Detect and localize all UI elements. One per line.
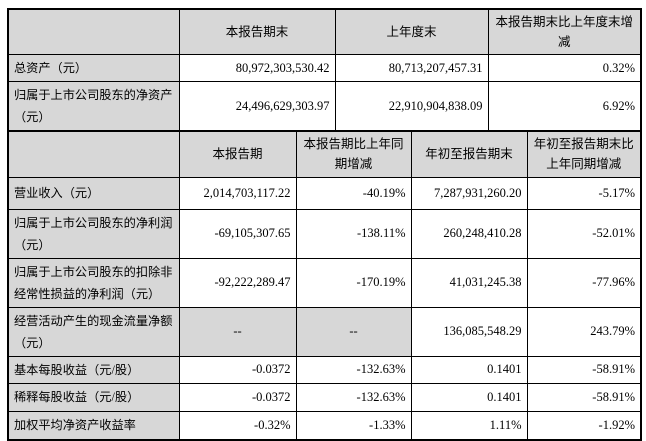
operating-cash-flow-yoy: --	[295, 306, 412, 357]
total-assets-prior-year-end: 80,713,207,457.31	[334, 54, 489, 82]
weighted-avg-roe-current: -0.32%	[178, 410, 297, 441]
financial-report-key-figures: 本报告期末 上年度末 本报告期末比上年度末增减 总资产（元） 80,972,30…	[7, 8, 642, 441]
net-assets-period-end: 24,496,629,303.97	[178, 81, 336, 132]
weighted-avg-roe-ytd: 1.11%	[410, 410, 528, 441]
table-row-diluted-eps: 稀释每股收益（元/股） -0.0372 -132.63% 0.1401 -58.…	[7, 382, 642, 412]
performance-corner-cell	[7, 130, 180, 178]
deducted-net-profit-current: -92,222,289.47	[178, 257, 297, 308]
net-assets-prior-year-end: 22,910,904,838.09	[334, 81, 489, 132]
col-header-period-end: 本报告期末	[178, 8, 336, 55]
table-row-total-assets: 总资产（元） 80,972,303,530.42 80,713,207,457.…	[7, 54, 642, 82]
net-profit-ytd: 260,248,410.28	[410, 208, 528, 259]
operating-cash-flow-ytd-yoy: 243.79%	[526, 306, 642, 357]
deducted-net-profit-yoy: -170.19%	[295, 257, 412, 308]
table-row-net-assets: 归属于上市公司股东的净资产（元） 24,496,629,303.97 22,91…	[7, 81, 642, 132]
balance-corner-cell	[7, 8, 180, 55]
row-label-net-profit: 归属于上市公司股东的净利润（元）	[7, 208, 180, 259]
diluted-eps-ytd-yoy: -58.91%	[526, 382, 642, 412]
table-row-deducted-net-profit: 归属于上市公司股东的扣除非经常性损益的净利润（元） -92,222,289.47…	[7, 257, 642, 308]
col-header-year-to-date-yoy-change: 年初至报告期末比上年同期增减	[526, 130, 642, 178]
net-profit-ytd-yoy: -52.01%	[526, 208, 642, 259]
total-assets-change: 0.32%	[487, 54, 642, 82]
row-label-diluted-eps: 稀释每股收益（元/股）	[7, 382, 180, 412]
table-row-basic-eps: 基本每股收益（元/股） -0.0372 -132.63% 0.1401 -58.…	[7, 355, 642, 384]
table-row-operating-cash-flow: 经营活动产生的现金流量净额（元） -- -- 136,085,548.29 24…	[7, 306, 642, 357]
row-label-basic-eps: 基本每股收益（元/股）	[7, 355, 180, 384]
operating-cash-flow-current: --	[178, 306, 297, 357]
basic-eps-yoy: -132.63%	[295, 355, 412, 384]
operating-revenue-ytd: 7,287,931,260.20	[410, 176, 528, 210]
col-header-year-to-date: 年初至报告期末	[410, 130, 528, 178]
operating-revenue-yoy: -40.19%	[295, 176, 412, 210]
col-header-current-period-yoy-change: 本报告期比上年同期增减	[295, 130, 412, 178]
col-header-current-period: 本报告期	[178, 130, 297, 178]
diluted-eps-current: -0.0372	[178, 382, 297, 412]
diluted-eps-ytd: 0.1401	[410, 382, 528, 412]
net-profit-yoy: -138.11%	[295, 208, 412, 259]
row-label-operating-cash-flow: 经营活动产生的现金流量净额（元）	[7, 306, 180, 357]
weighted-avg-roe-yoy: -1.33%	[295, 410, 412, 441]
row-label-weighted-avg-roe: 加权平均净资产收益率	[7, 410, 180, 441]
table-row-operating-revenue: 营业收入（元） 2,014,703,117.22 -40.19% 7,287,9…	[7, 176, 642, 210]
row-label-operating-revenue: 营业收入（元）	[7, 176, 180, 210]
diluted-eps-yoy: -132.63%	[295, 382, 412, 412]
performance-header-row: 本报告期 本报告期比上年同期增减 年初至报告期末 年初至报告期末比上年同期增减	[7, 130, 642, 178]
net-assets-change: 6.92%	[487, 81, 642, 132]
basic-eps-ytd: 0.1401	[410, 355, 528, 384]
net-profit-current: -69,105,307.65	[178, 208, 297, 259]
table-row-weighted-avg-roe: 加权平均净资产收益率 -0.32% -1.33% 1.11% -1.92%	[7, 410, 642, 441]
basic-eps-current: -0.0372	[178, 355, 297, 384]
col-header-change-vs-prior-year-end: 本报告期末比上年度末增减	[487, 8, 642, 55]
performance-table: 本报告期 本报告期比上年同期增减 年初至报告期末 年初至报告期末比上年同期增减 …	[7, 130, 642, 441]
row-label-total-assets: 总资产（元）	[7, 54, 180, 82]
col-header-prior-year-end: 上年度末	[334, 8, 489, 55]
balance-table: 本报告期末 上年度末 本报告期末比上年度末增减 总资产（元） 80,972,30…	[7, 8, 642, 132]
basic-eps-ytd-yoy: -58.91%	[526, 355, 642, 384]
deducted-net-profit-ytd: 41,031,245.38	[410, 257, 528, 308]
row-label-net-assets: 归属于上市公司股东的净资产（元）	[7, 81, 180, 132]
operating-revenue-current: 2,014,703,117.22	[178, 176, 297, 210]
row-label-deducted-net-profit: 归属于上市公司股东的扣除非经常性损益的净利润（元）	[7, 257, 180, 308]
total-assets-period-end: 80,972,303,530.42	[178, 54, 336, 82]
table-row-net-profit: 归属于上市公司股东的净利润（元） -69,105,307.65 -138.11%…	[7, 208, 642, 259]
weighted-avg-roe-ytd-yoy: -1.92%	[526, 410, 642, 441]
operating-revenue-ytd-yoy: -5.17%	[526, 176, 642, 210]
operating-cash-flow-ytd: 136,085,548.29	[410, 306, 528, 357]
deducted-net-profit-ytd-yoy: -77.96%	[526, 257, 642, 308]
balance-header-row: 本报告期末 上年度末 本报告期末比上年度末增减	[7, 8, 642, 55]
